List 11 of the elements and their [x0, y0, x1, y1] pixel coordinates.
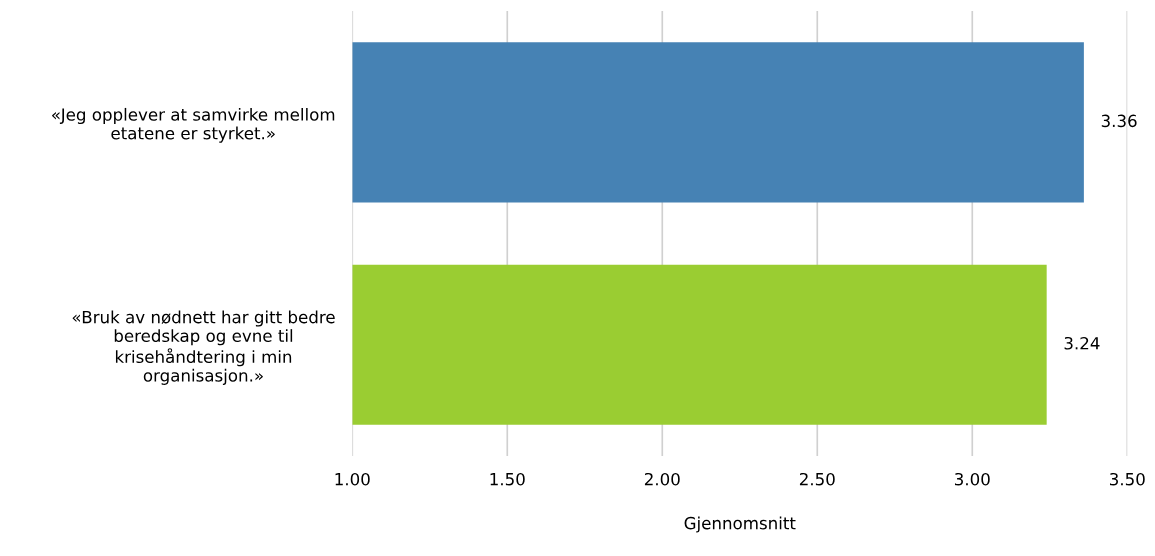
- x-axis-title: Gjennomsnitt: [684, 516, 796, 533]
- x-tick-label: 1.00: [335, 472, 370, 486]
- x-tick-label: 3.50: [1110, 472, 1145, 486]
- x-tick-label: 1.50: [490, 472, 525, 486]
- x-tick-label: 2.00: [644, 472, 680, 486]
- x-tick-label: 3.00: [955, 472, 990, 486]
- data-label: 3.24: [1064, 336, 1100, 350]
- y-tick-label: «Bruk av nødnett har gitt bedre beredskap og evne til krisehåndtering i min organisasjon.»: [72, 310, 335, 385]
- data-label: 3.36: [1101, 114, 1137, 128]
- x-tick-label: 2.50: [799, 472, 835, 486]
- y-tick-label: «Jeg opplever at samvirke mellom etatene er styrket.»: [52, 107, 335, 143]
